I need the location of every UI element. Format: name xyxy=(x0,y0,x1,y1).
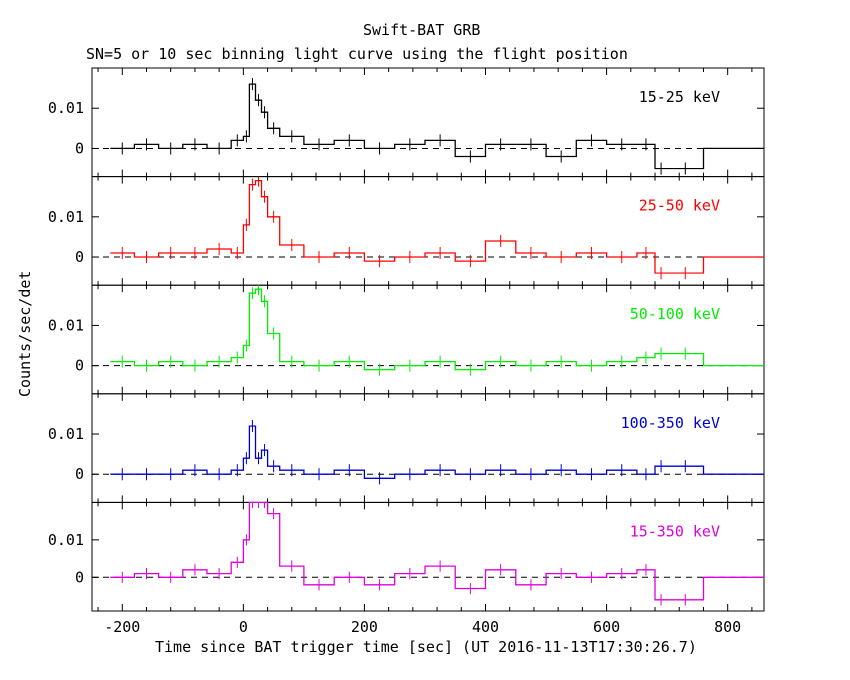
panel-label: 15-350 keV xyxy=(630,522,720,540)
panel-label: 50-100 keV xyxy=(630,305,720,323)
x-tick-label: 0 xyxy=(239,618,248,636)
panel-label: 100-350 keV xyxy=(621,414,720,432)
x-tick-label: 200 xyxy=(351,618,378,636)
x-tick-label: 600 xyxy=(593,618,620,636)
panel-frame xyxy=(91,284,765,395)
series-line xyxy=(110,181,764,274)
series-line xyxy=(110,426,764,478)
panel-label: 15-25 keV xyxy=(639,88,720,106)
chart-title: Swift-BAT GRB xyxy=(363,21,481,39)
y-tick-label: 0 xyxy=(75,465,84,483)
chart-subtitle: SN=5 or 10 sec binning light curve using… xyxy=(86,45,628,63)
series-line xyxy=(110,289,764,370)
panel-frame xyxy=(91,67,765,178)
y-tick-label: 0 xyxy=(75,248,84,266)
y-tick-label: 0 xyxy=(75,139,84,157)
x-axis-label: Time since BAT trigger time [sec] (UT 20… xyxy=(155,638,697,656)
y-tick-label: 0.01 xyxy=(48,99,84,117)
y-tick-label: 0.01 xyxy=(48,316,84,334)
panel-frame xyxy=(91,501,765,612)
panel-frame xyxy=(91,393,765,503)
y-tick-label: 0.01 xyxy=(48,208,84,226)
y-tick-label: 0.01 xyxy=(48,425,84,443)
panel-label: 25-50 keV xyxy=(639,197,720,215)
y-tick-label: 0 xyxy=(75,568,84,586)
panel-frame xyxy=(91,176,765,286)
y-axis-label: Counts/sec/det xyxy=(16,270,34,397)
x-tick-label: -200 xyxy=(104,618,140,636)
y-tick-label: 0 xyxy=(75,357,84,375)
series-line xyxy=(110,84,764,169)
x-tick-label: 800 xyxy=(714,618,741,636)
y-tick-label: 0.01 xyxy=(48,531,84,549)
series-line xyxy=(110,502,764,599)
x-tick-label: 400 xyxy=(472,618,499,636)
